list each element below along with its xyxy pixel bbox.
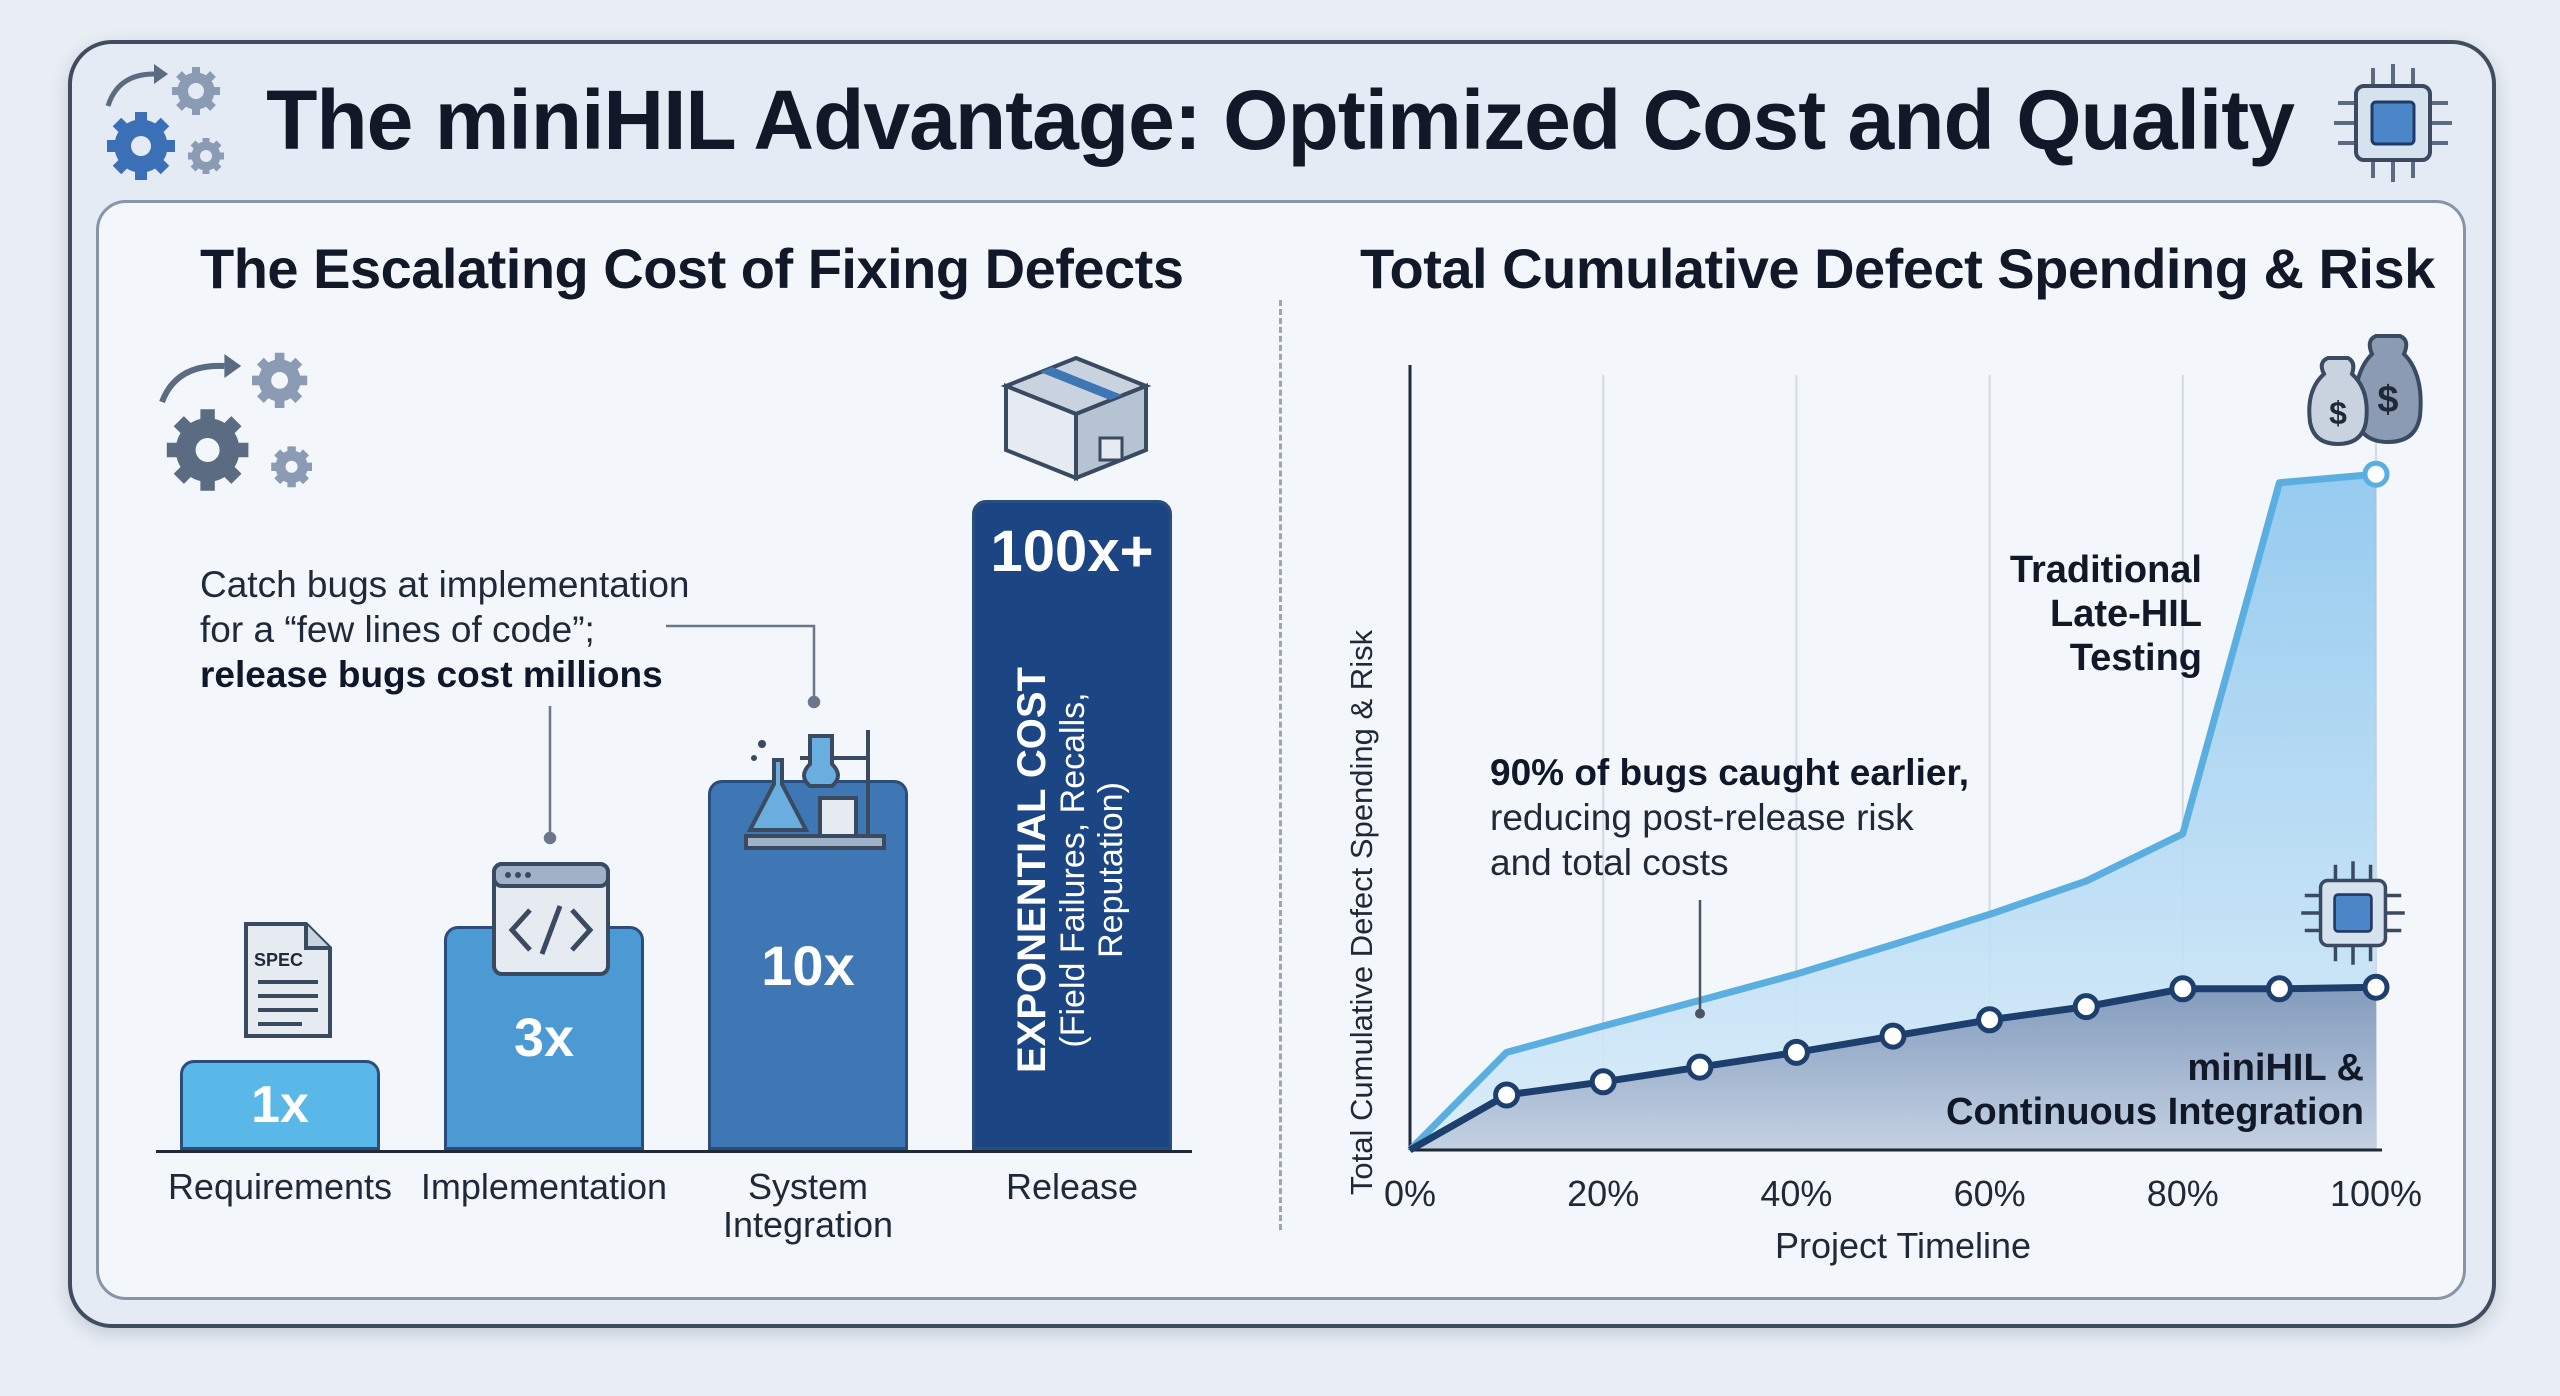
panel-divider	[1279, 300, 1282, 1230]
traditional-area	[1410, 474, 2376, 1150]
x-tick-label: 0%	[1384, 1173, 1436, 1214]
minihil-point	[2072, 993, 2100, 1021]
x-tick-label: 100%	[2330, 1173, 2422, 1214]
minihil-point	[1879, 1022, 1907, 1050]
x-tick-label: 20%	[1567, 1173, 1639, 1214]
bar-chart-baseline	[156, 1150, 1192, 1153]
traditional-series-label: Traditional Late-HIL Testing	[2009, 549, 2202, 679]
bar-value-label: 100x+	[990, 519, 1154, 584]
gears-icon	[105, 64, 224, 180]
minihil-point	[1493, 1081, 1521, 1109]
page-title: The miniHIL Advantage: Optimized Cost an…	[266, 73, 2295, 167]
chip-icon	[2334, 64, 2452, 182]
spec-label: SPEC	[254, 950, 303, 970]
bar-requirements	[180, 1060, 380, 1150]
minihil-point	[1976, 1006, 2004, 1034]
lab-flask-icon	[744, 730, 886, 850]
bar-value-label: 10x	[761, 934, 855, 997]
x-tick-label: 80%	[2147, 1173, 2219, 1214]
minihil-point	[1782, 1038, 1810, 1066]
minihil-area	[1410, 987, 2376, 1150]
money-bags-icon: $ $	[2307, 334, 2423, 447]
category-label: Release	[1005, 1166, 1139, 1207]
callout-emphasis: 90% of bugs caught earlier,	[1490, 752, 1970, 793]
spec-document-icon: SPEC	[244, 922, 332, 1038]
callout-leader-dot	[1695, 1008, 1705, 1019]
bar-value-label: 1x	[251, 1076, 309, 1134]
code-window-icon	[492, 862, 610, 976]
category-label: Requirements	[167, 1166, 393, 1207]
bar-release	[972, 500, 1172, 1150]
x-tick-label: 60%	[1954, 1173, 2026, 1214]
package-box-icon	[1000, 355, 1152, 481]
category-label: Implementation	[420, 1166, 668, 1207]
chip-icon	[2301, 861, 2405, 965]
minihil-series-label: miniHIL & Continuous Integration	[1946, 1047, 2364, 1133]
minihil-point	[1686, 1053, 1714, 1081]
callout-emphasis: release bugs cost millions	[200, 654, 663, 695]
gears-icon	[159, 352, 312, 491]
minihil-point	[2265, 975, 2293, 1003]
minihil-point	[2169, 975, 2197, 1003]
svg-text:$: $	[2329, 395, 2347, 431]
right-panel-title: Total Cumulative Defect Spending & Risk	[1360, 237, 2435, 300]
left-panel-title: The Escalating Cost of Fixing Defects	[200, 237, 1184, 300]
category-label: System Integration	[722, 1166, 894, 1245]
x-tick-label: 40%	[1760, 1173, 1832, 1214]
svg-text:$: $	[2377, 379, 2398, 421]
traditional-line	[1407, 470, 2377, 1153]
traditional-point	[2362, 460, 2390, 488]
y-axis-label: Total Cumulative Defect Spending & Risk	[1344, 629, 1379, 1195]
minihil-point	[2362, 973, 2390, 1001]
bar-value-label: 3x	[513, 1008, 575, 1069]
right-callout: 90% of bugs caught earlier, reducing pos…	[1490, 752, 1970, 883]
minihil-point	[1589, 1068, 1617, 1096]
left-callout: Catch bugs at implementation for a “few …	[200, 564, 690, 695]
x-axis-label: Project Timeline	[1775, 1225, 2031, 1266]
